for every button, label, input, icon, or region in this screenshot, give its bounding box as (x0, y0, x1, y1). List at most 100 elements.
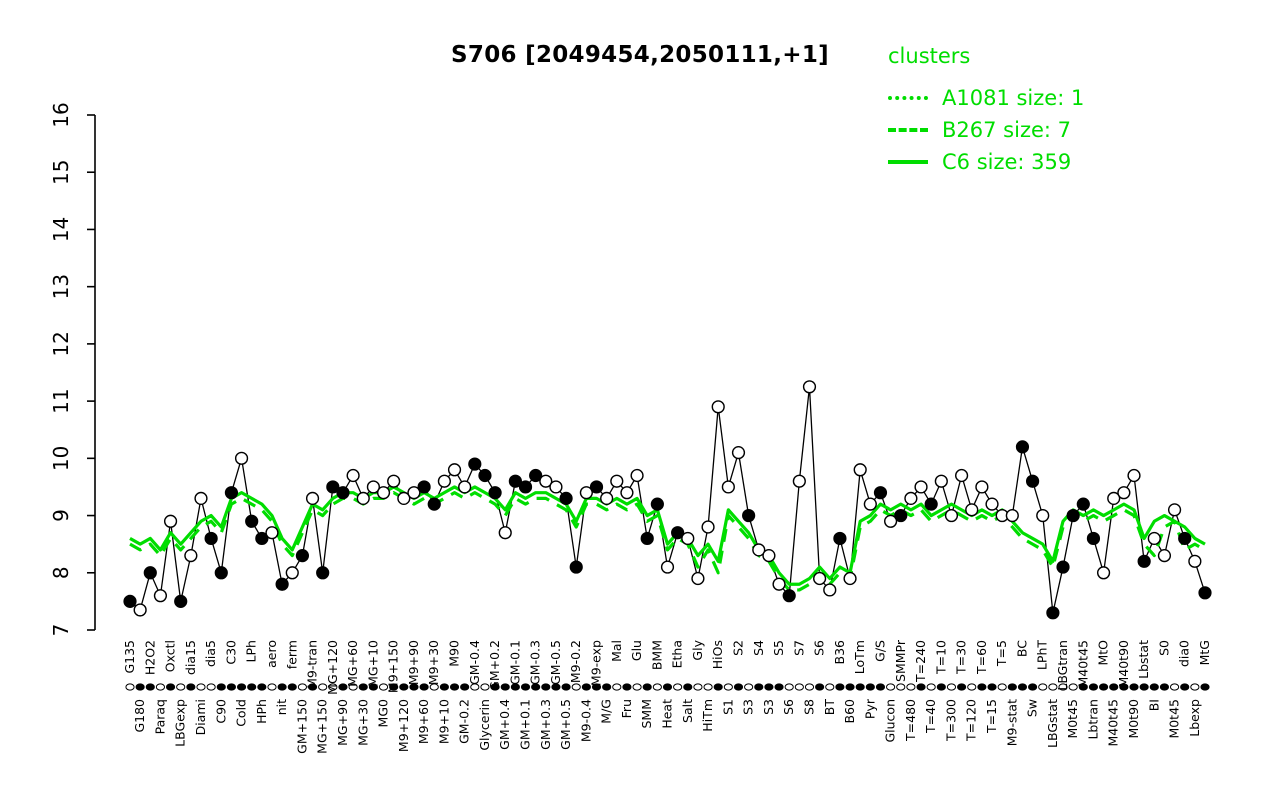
data-point-marker (833, 531, 847, 546)
strip-point (845, 683, 855, 691)
strip-point (399, 683, 409, 691)
x-tick-label: LoTm (852, 640, 867, 674)
x-tick-label: MG+150 (315, 699, 330, 754)
strip-point (1119, 683, 1129, 691)
x-tick-label: nit (274, 699, 289, 715)
strip-point (236, 683, 247, 691)
x-tick-label: ferm (284, 640, 299, 669)
strip-point (804, 683, 815, 691)
x-tick-label: Sw (1025, 699, 1040, 717)
data-point-marker (721, 480, 735, 494)
strip-point (1200, 683, 1210, 691)
strip-point (277, 683, 287, 691)
data-point-marker (305, 491, 320, 505)
strip-point (591, 683, 602, 691)
strip-point (581, 683, 591, 691)
x-tick-label: S3 (761, 699, 776, 715)
y-tick-label: 10 (49, 446, 73, 471)
data-point-marker (163, 514, 178, 528)
data-point-marker (376, 486, 391, 500)
x-tick-label: Lbexp (1187, 699, 1202, 737)
data-point-marker (600, 491, 614, 505)
strip-point (1129, 683, 1139, 691)
y-tick-label: 8 (49, 566, 73, 579)
strip-point (784, 683, 794, 691)
data-point-marker (1046, 606, 1060, 620)
x-tick-label: S7 (791, 640, 806, 656)
strip-point (531, 683, 541, 691)
strip-point (713, 683, 723, 691)
strip-point (642, 683, 652, 691)
strip-point (1007, 683, 1017, 691)
x-tick-label: M9+60 (416, 699, 431, 744)
data-point-marker (1178, 531, 1192, 546)
strip-point (510, 683, 520, 691)
x-tick-label: M9+90 (406, 640, 421, 685)
x-tick-label: LBGtran (1055, 640, 1070, 691)
x-tick-label: MG+120 (325, 640, 340, 695)
x-tick-label: LPh (244, 640, 259, 662)
strip-point (1048, 683, 1058, 691)
data-point-marker (184, 549, 198, 563)
x-tick-label: S6 (781, 699, 796, 715)
strip-point (875, 683, 886, 691)
strip-point (774, 683, 784, 691)
data-point-marker (549, 480, 563, 494)
x-tick-label: HPh (254, 699, 269, 724)
data-point-marker (1157, 549, 1172, 563)
data-point-marker (944, 508, 959, 523)
x-tick-label: BT (822, 699, 837, 716)
data-point-marker (762, 549, 776, 563)
y-tick-label: 11 (49, 388, 73, 413)
x-tick-label: M0t45 (1167, 699, 1182, 739)
x-tick-label: Heat (660, 699, 675, 729)
data-point-marker (255, 531, 269, 546)
data-point-marker (427, 497, 441, 511)
strip-point (1098, 683, 1109, 691)
strip-point (723, 683, 733, 691)
x-tick-label: T=120 (964, 699, 979, 742)
strip-point (683, 683, 693, 691)
strip-point (226, 683, 237, 691)
strip-point (155, 683, 166, 691)
x-tick-label: T=300 (943, 699, 958, 742)
strip-point (257, 683, 267, 691)
data-point-marker (853, 463, 867, 477)
x-tick-label: dia15 (183, 640, 198, 675)
x-tick-label: M40t90 (1116, 640, 1131, 688)
data-point-marker (366, 480, 380, 494)
x-tick-label: MtG (1197, 640, 1212, 665)
x-tick-label: aero (264, 640, 279, 668)
strip-point (1088, 683, 1099, 691)
strip-point (1149, 683, 1159, 691)
x-tick-label: MtO (1096, 640, 1111, 666)
x-tick-label: Etha (670, 640, 685, 668)
y-tick-label: 14 (49, 217, 73, 242)
strip-point (551, 683, 561, 691)
data-point-marker (975, 480, 989, 494)
strip-point (368, 683, 378, 691)
data-point-marker (478, 468, 492, 483)
x-tick-label: Glu (629, 640, 644, 661)
x-tick-label: M/G (599, 699, 614, 724)
data-point-marker (823, 583, 837, 597)
strip-point (1169, 683, 1180, 691)
data-point-marker (1005, 508, 1019, 523)
x-tick-label: BMM (649, 640, 664, 670)
data-point-marker (620, 486, 634, 500)
data-point-marker (275, 577, 289, 591)
x-tick-label: S6 (812, 640, 827, 656)
x-tick-label: G135 (122, 640, 137, 674)
strip-point (1027, 683, 1038, 691)
strip-point (673, 683, 683, 691)
strip-point (338, 683, 348, 691)
data-point-marker (234, 451, 249, 465)
x-tick-label: M9-exp (589, 640, 604, 686)
data-point-marker (914, 480, 928, 494)
x-tick-label: LBGexp (173, 699, 188, 747)
data-point-marker (336, 486, 350, 500)
data-point-marker (1036, 508, 1050, 523)
data-point-marker (742, 508, 756, 523)
strip-point (125, 683, 135, 691)
